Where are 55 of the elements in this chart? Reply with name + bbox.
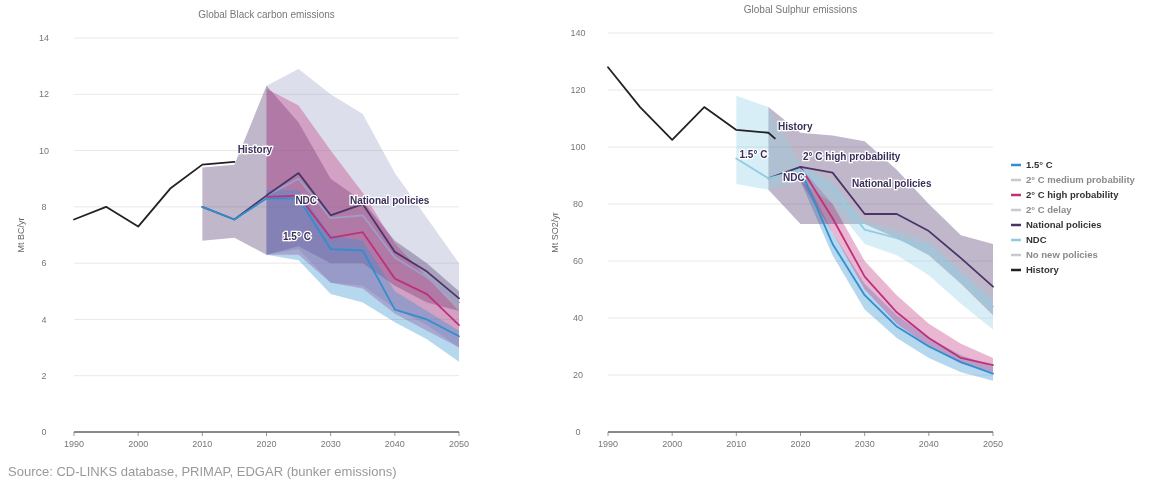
annotation: History bbox=[237, 144, 273, 156]
y-tick-label: 80 bbox=[572, 199, 584, 210]
x-tick-label: 2000 bbox=[662, 439, 683, 449]
y-tick-label: 10 bbox=[38, 145, 50, 156]
y-tick-label: 100 bbox=[570, 142, 586, 153]
line-series bbox=[265, 177, 460, 304]
legend-label: National policies bbox=[1026, 219, 1102, 231]
y-tick-label: 0 bbox=[41, 427, 47, 438]
x-tick-label: 2000 bbox=[128, 439, 149, 449]
y-tick-label: 6 bbox=[41, 258, 47, 269]
x-tick-label: 2050 bbox=[448, 439, 470, 449]
line-series bbox=[607, 66, 776, 141]
chart-title: Global Sulphur emissions bbox=[743, 4, 858, 15]
legend-label: NDC bbox=[1026, 234, 1047, 246]
x-tick-label: 1990 bbox=[63, 439, 85, 449]
y-tick-label: 120 bbox=[570, 85, 586, 96]
x-tick-label: 2040 bbox=[384, 439, 405, 449]
x-tick-label: 2020 bbox=[790, 439, 811, 449]
line-series bbox=[73, 160, 236, 228]
y-tick-label: 12 bbox=[38, 89, 50, 100]
annotation: NDC bbox=[783, 172, 805, 183]
y-axis-title: Mt BC/yr bbox=[16, 217, 26, 253]
line-series bbox=[201, 197, 460, 338]
x-tick-label: 2040 bbox=[918, 439, 939, 449]
legend-label: 1.5° C bbox=[1026, 159, 1053, 171]
annotation: 1.5° C bbox=[739, 149, 768, 161]
legend-label: 2° C medium probability bbox=[1026, 174, 1136, 186]
source-note: Source: CD-LINKS database, PRIMAP, EDGAR (bunker emissions) bbox=[8, 464, 397, 479]
x-tick-label: 2030 bbox=[320, 439, 341, 449]
y-tick-label: 140 bbox=[570, 28, 586, 39]
x-tick-label: 2010 bbox=[192, 439, 213, 449]
y-tick-label: 60 bbox=[572, 256, 584, 267]
legend-label: No new policies bbox=[1026, 249, 1098, 261]
annotation: History bbox=[778, 120, 813, 132]
legend-label: 2° C high probability bbox=[1026, 189, 1120, 201]
annotation: 1.5° C bbox=[283, 231, 311, 242]
x-tick-label: 2010 bbox=[726, 439, 747, 449]
line-series bbox=[265, 194, 460, 326]
x-tick-label: 2020 bbox=[256, 439, 277, 449]
y-tick-label: 8 bbox=[41, 202, 47, 213]
x-tick-label: 2030 bbox=[854, 439, 875, 449]
y-tick-label: 0 bbox=[575, 427, 581, 438]
y-tick-label: 40 bbox=[572, 313, 584, 324]
legend-label: History bbox=[1026, 264, 1060, 276]
y-tick-label: 2 bbox=[41, 370, 47, 381]
x-tick-label: 2050 bbox=[982, 439, 1004, 449]
legend-label: 2° C delay bbox=[1026, 204, 1073, 216]
annotation: 2° C high probability bbox=[803, 151, 901, 162]
y-tick-label: 14 bbox=[38, 33, 50, 44]
y-tick-label: 4 bbox=[41, 314, 47, 325]
y-axis-title: Mt SO2/yr bbox=[550, 212, 560, 253]
chart-title: Global Black carbon emissions bbox=[198, 9, 335, 20]
y-tick-label: 20 bbox=[572, 370, 584, 381]
x-tick-label: 1990 bbox=[597, 439, 619, 449]
annotation: National policies bbox=[852, 178, 932, 189]
